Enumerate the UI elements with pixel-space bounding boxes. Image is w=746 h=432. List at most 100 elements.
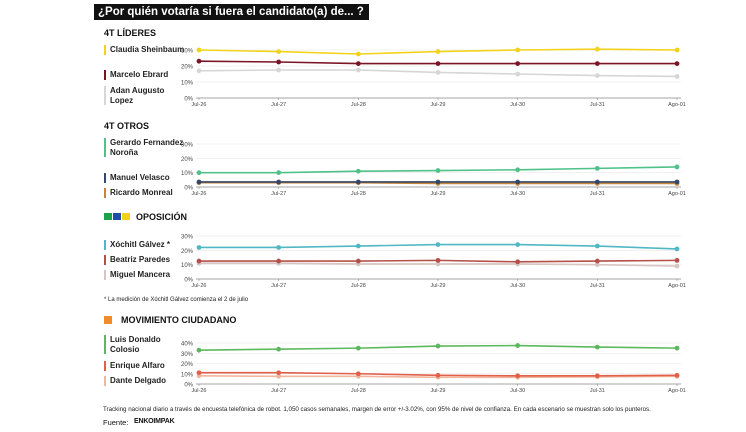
source-label: Fuente: (103, 418, 129, 427)
data-point (276, 346, 282, 352)
x-tick-label: Jul-31 (590, 102, 605, 108)
x-tick-label: Jul-30 (510, 191, 525, 197)
data-point (674, 263, 680, 269)
data-point (435, 242, 441, 248)
data-point (355, 179, 361, 185)
data-point (594, 46, 600, 52)
x-tick-label: Ago-01 (668, 102, 686, 108)
series-line (198, 344, 678, 351)
data-point (355, 373, 361, 379)
legend-velasco: Manuel Velasco (104, 173, 186, 183)
section-title-mc: MOVIMIENTO CIUDADANO (121, 315, 237, 325)
data-point (515, 179, 521, 185)
x-tick-label: Jul-31 (590, 388, 605, 394)
data-point (276, 370, 282, 376)
x-tick-label: Ago-01 (668, 388, 686, 394)
data-point (196, 260, 202, 266)
party-logo-yellow-icon (122, 213, 130, 220)
series-line (199, 262, 678, 267)
legend-monreal: Ricardo Monreal (104, 188, 186, 198)
data-point (674, 246, 680, 252)
legend-galvez: Xóchitl Gálvez * (104, 240, 186, 250)
data-point (594, 73, 600, 78)
x-tick-label: Jul-31 (590, 191, 605, 197)
data-point (435, 49, 441, 54)
data-point (674, 61, 680, 66)
data-point (196, 373, 202, 379)
data-point (276, 258, 282, 264)
data-point (674, 257, 680, 263)
x-tick-label: Jul-27 (271, 283, 286, 289)
data-point (515, 261, 521, 267)
data-point (196, 68, 202, 74)
data-point (515, 343, 521, 348)
data-point (594, 373, 600, 379)
data-point (515, 242, 521, 248)
x-tick-label: Jul-30 (510, 283, 525, 289)
legend-lopez: Adan Augusto Lopez (104, 86, 186, 105)
data-point (276, 179, 282, 185)
data-point (196, 347, 202, 353)
y-tick-label: 20% (181, 157, 194, 163)
x-tick-label: Jul-29 (431, 191, 446, 197)
data-point (674, 345, 680, 351)
x-tick-label: Jul-31 (590, 283, 605, 289)
data-point (435, 61, 441, 66)
data-point (196, 179, 202, 185)
series-line (199, 371, 678, 377)
data-point (196, 170, 202, 176)
series-line (199, 243, 678, 250)
party-logo-blue-icon (113, 213, 121, 220)
data-point (594, 61, 600, 66)
data-point (196, 258, 202, 264)
x-tick-label: Jul-27 (271, 102, 286, 108)
data-point (594, 243, 600, 249)
data-point (196, 370, 202, 376)
data-point (515, 373, 521, 379)
data-point (276, 260, 282, 266)
source-logo: ENKOIMPAK (134, 418, 175, 425)
legend-colosio: Luis Donaldo Colosio (104, 335, 186, 354)
series-line (199, 181, 677, 185)
data-point (515, 167, 521, 173)
legend-paredes: Beatriz Paredes (104, 255, 186, 265)
data-point (594, 374, 600, 380)
x-tick-label: Jul-29 (431, 388, 446, 394)
data-point (276, 59, 282, 65)
data-point (276, 170, 282, 176)
x-tick-label: Ago-01 (668, 191, 686, 197)
data-point (674, 179, 680, 185)
legend-delgado: Dante Delgado (104, 376, 186, 386)
data-point (515, 374, 521, 380)
data-point (594, 258, 600, 264)
legend-sheinbaum: Claudia Sheinbaum (104, 45, 186, 55)
section-title-4t-lideres: 4T LÍDERES (104, 28, 157, 38)
data-point (435, 343, 441, 349)
data-point (515, 47, 521, 53)
data-point (355, 67, 361, 73)
data-point (435, 374, 441, 380)
x-tick-label: Jul-30 (510, 388, 525, 394)
data-point (674, 181, 680, 186)
data-point (594, 179, 600, 185)
data-point (435, 181, 441, 186)
x-tick-label: Jul-28 (351, 388, 366, 394)
x-tick-label: Jul-28 (351, 102, 366, 108)
data-point (594, 165, 600, 171)
series-line (198, 69, 678, 78)
legend-mancera: Miguel Mancera (104, 270, 186, 280)
x-tick-label: Jul-28 (351, 283, 366, 289)
x-tick-label: Jul-26 (192, 283, 207, 289)
x-tick-label: Jul-26 (192, 102, 207, 108)
data-point (435, 168, 441, 173)
data-point (196, 58, 202, 64)
data-point (515, 181, 521, 186)
series-line (198, 60, 677, 65)
data-point (276, 245, 282, 250)
series-line (198, 48, 678, 55)
data-point (674, 373, 680, 379)
data-point (674, 372, 680, 378)
party-logo-green-icon (104, 213, 112, 220)
section-title-4t-otros: 4T OTROS (104, 121, 150, 131)
data-point (355, 51, 361, 57)
